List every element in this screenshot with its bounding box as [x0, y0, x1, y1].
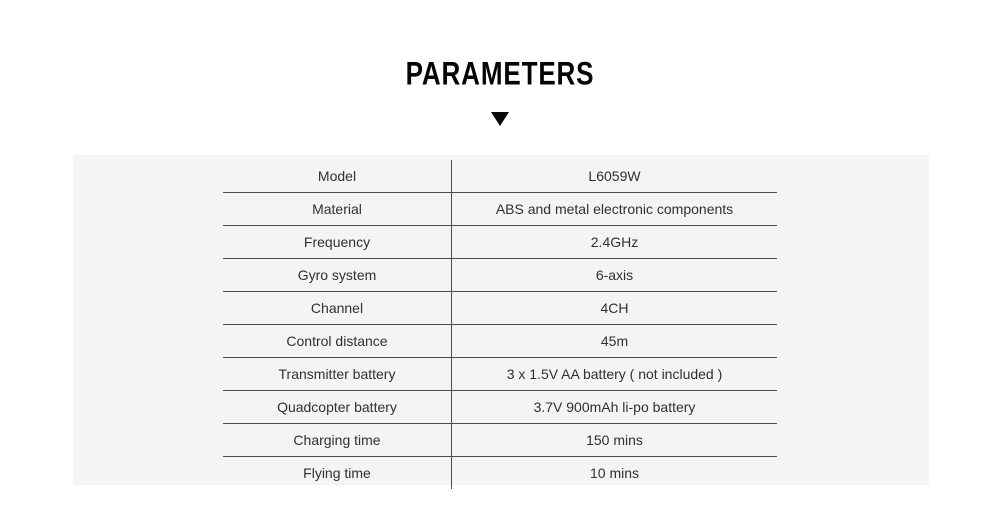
- parameter-value: 4CH: [600, 300, 629, 316]
- parameters-panel: Model L6059W Material ABS and metal elec…: [73, 155, 929, 489]
- parameter-label: Model: [223, 160, 452, 192]
- parameter-value: L6059W: [588, 168, 641, 184]
- table-row: Material ABS and metal electronic compon…: [223, 193, 777, 226]
- parameter-label: Gyro system: [223, 259, 452, 291]
- spec-table: Model L6059W Material ABS and metal elec…: [223, 160, 777, 489]
- parameter-value: 10 mins: [589, 465, 640, 481]
- parameter-value: 150 mins: [586, 432, 643, 448]
- down-triangle-icon: [491, 112, 509, 126]
- parameter-label: Material: [223, 193, 452, 225]
- parameter-value: 3 x 1.5V AA battery ( not included ): [506, 366, 723, 382]
- table-row: Charging time 150 mins: [223, 424, 777, 457]
- parameter-label: Control distance: [223, 325, 452, 357]
- table-row: Flying time 10 mins: [223, 457, 777, 489]
- parameter-value: 45m: [600, 333, 629, 349]
- table-row: Frequency 2.4GHz: [223, 226, 777, 259]
- parameter-value: ABS and metal electronic components: [495, 201, 734, 217]
- parameter-label: Charging time: [223, 424, 452, 456]
- parameter-label: Flying time: [223, 457, 452, 489]
- table-row: Transmitter battery 3 x 1.5V AA battery …: [223, 358, 777, 391]
- parameter-value: 3.7V 900mAh li-po battery: [533, 399, 696, 415]
- parameter-label: Quadcopter battery: [223, 391, 452, 423]
- table-row: Gyro system 6-axis: [223, 259, 777, 292]
- table-row: Quadcopter battery 3.7V 900mAh li-po bat…: [223, 391, 777, 424]
- parameter-value: 6-axis: [595, 267, 634, 283]
- parameter-label: Transmitter battery: [223, 358, 452, 390]
- table-row: Control distance 45m: [223, 325, 777, 358]
- section-title: PARAMETERS: [405, 55, 595, 92]
- table-row: Model L6059W: [223, 160, 777, 193]
- parameter-label: Frequency: [223, 226, 452, 258]
- title-arrow-container: [0, 112, 1000, 126]
- parameter-value: 2.4GHz: [590, 234, 639, 250]
- table-row: Channel 4CH: [223, 292, 777, 325]
- parameter-label: Channel: [223, 292, 452, 324]
